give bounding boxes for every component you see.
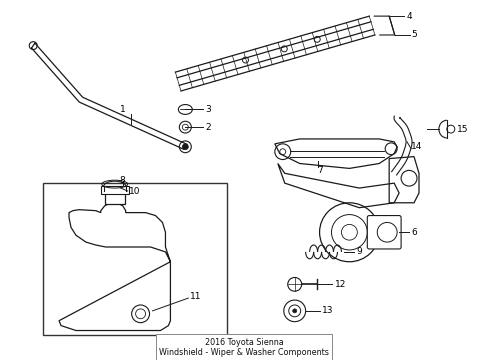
Text: 3: 3 <box>205 105 210 114</box>
Text: 14: 14 <box>410 142 422 151</box>
Text: 10: 10 <box>128 186 140 195</box>
Text: 8: 8 <box>120 176 125 185</box>
Text: 4: 4 <box>405 12 411 21</box>
Circle shape <box>182 144 188 150</box>
Bar <box>101 186 128 194</box>
Bar <box>43 183 226 336</box>
Text: 13: 13 <box>321 306 332 315</box>
Bar <box>104 191 124 204</box>
Text: 15: 15 <box>456 125 468 134</box>
Text: 5: 5 <box>411 31 417 40</box>
Text: 1: 1 <box>120 105 125 114</box>
Text: 7: 7 <box>317 166 323 175</box>
Text: 6: 6 <box>410 228 416 237</box>
Text: 11: 11 <box>190 292 202 301</box>
Text: 2016 Toyota Sienna
Windshield - Wiper & Washer Components: 2016 Toyota Sienna Windshield - Wiper & … <box>159 338 328 357</box>
Text: 12: 12 <box>334 280 345 289</box>
Text: 2: 2 <box>205 123 210 132</box>
Text: 9: 9 <box>356 247 362 256</box>
Circle shape <box>292 309 296 313</box>
FancyBboxPatch shape <box>366 216 400 249</box>
